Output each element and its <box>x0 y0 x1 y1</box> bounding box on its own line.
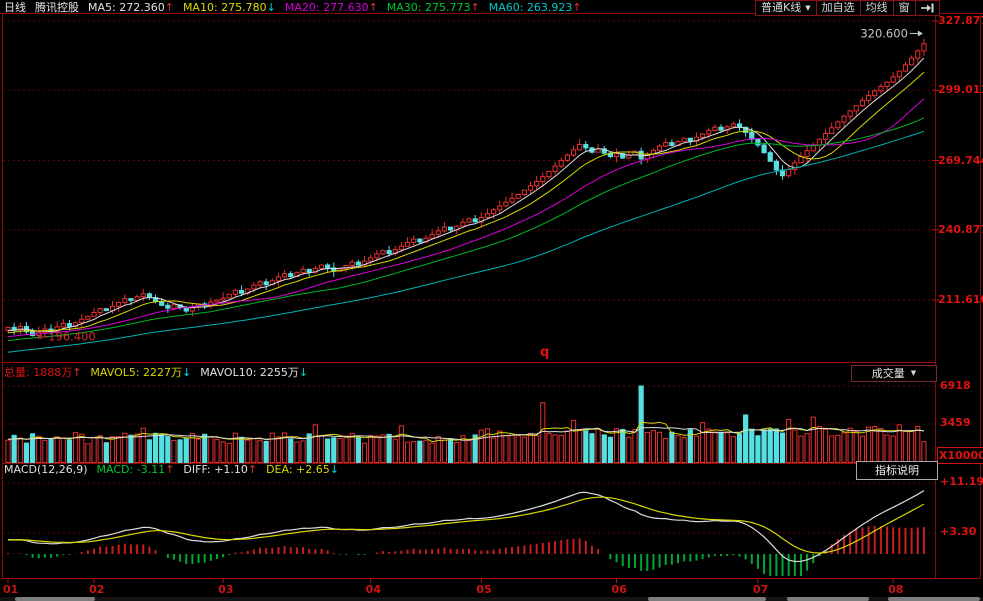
month-axis-label: 01 <box>3 583 19 596</box>
price-axis-label: 327.877 <box>938 14 983 27</box>
scrollbar-thumb[interactable] <box>648 597 766 601</box>
ma-legend-item: MA5: 272.360↑ <box>88 1 174 14</box>
volume-header: 总量: 1888万↑ MAVOL5: 2227万↓ MAVOL10: 2255万↓ <box>4 366 308 379</box>
price-axis-label: 240.877 <box>938 222 983 236</box>
chevron-down-icon: ▼ <box>910 369 917 377</box>
scrollbar-thumb[interactable] <box>15 597 95 601</box>
volume-dropdown-label: 成交量 <box>871 367 905 380</box>
month-axis-label: 05 <box>476 583 492 596</box>
ma-legend-item: MA30: 275.773↑ <box>386 1 480 14</box>
scrollbar-thumb[interactable] <box>888 597 980 601</box>
svg-text:320.600: 320.600 <box>860 26 908 40</box>
trend-arrow-icon: ↓ <box>266 1 276 14</box>
macd-axis-label: +3.30 <box>940 525 977 538</box>
svg-text:q: q <box>540 345 549 360</box>
add-watchlist-button[interactable]: 加自选 <box>815 0 861 16</box>
ma-settings-button[interactable]: 均线 <box>859 0 894 16</box>
top-toolbar: 普通K线 ▼ 加自选 均线 窗 <box>755 0 940 16</box>
volume-legend-item: MAVOL10: 2255万↓ <box>200 366 309 379</box>
svg-text:←196.400: ←196.400 <box>39 330 96 344</box>
macd-legend-item: DEA: +2.65↓ <box>266 463 339 476</box>
month-axis-label: 04 <box>365 583 381 596</box>
price-axis-label: 299.011 <box>938 83 983 97</box>
trend-arrow-icon: ↑ <box>247 463 258 476</box>
month-axis-label: 08 <box>888 583 904 596</box>
macd-legend-item: DIFF: +1.10↑ <box>183 463 258 476</box>
volume-axis-label: 6918 <box>940 379 971 392</box>
indicator-help-button[interactable]: 指标说明 <box>856 461 938 480</box>
kline-type-dropdown[interactable]: 普通K线 ▼ <box>755 0 817 16</box>
horizontal-scrollbar[interactable] <box>0 597 983 601</box>
price-axis-label: 269.744 <box>938 153 983 167</box>
volume-unit-box: X10000 <box>937 447 983 464</box>
volume-axis-label: 3459 <box>940 416 971 429</box>
ma-legend-item: MA10: 275.780↓ <box>182 1 276 14</box>
ma-legend-item: MA20: 277.630↑ <box>284 1 378 14</box>
trend-arrow-icon: ↑ <box>572 1 582 14</box>
volume-indicator-dropdown[interactable]: 成交量 ▼ <box>851 365 937 382</box>
trend-arrow-icon: ↑ <box>368 1 378 14</box>
kline-type-label: 普通K线 <box>761 1 802 14</box>
macd-header: MACD(12,26,9) MACD: -3.11↑ DIFF: +1.10↑ DE… <box>4 463 339 476</box>
volume-legend: 总量: 1888万↑ MAVOL5: 2227万↓ MAVOL10: 2255万↓ <box>4 366 308 379</box>
symbol-name: 腾讯控股 <box>35 1 79 14</box>
volume-legend-item: MAVOL5: 2227万↓ <box>90 366 192 379</box>
trend-arrow-icon: ↓ <box>182 366 192 379</box>
month-axis-label: 07 <box>752 583 769 596</box>
month-axis-label: 02 <box>89 583 105 596</box>
collapse-panel-button[interactable] <box>914 0 940 16</box>
trend-arrow-icon: ↓ <box>298 366 309 379</box>
price-axis-label: 211.610 <box>938 293 983 306</box>
volume-legend-item: 总量: 1888万↑ <box>4 366 82 379</box>
window-button[interactable]: 窗 <box>892 0 916 16</box>
scrollbar-thumb[interactable] <box>787 597 869 601</box>
ma-legend: MA5: 272.360↑ MA10: 275.780↓ MA20: 277.630… <box>88 1 582 14</box>
trend-arrow-icon: ↓ <box>329 463 339 476</box>
month-axis-label: 03 <box>218 583 234 596</box>
ma-legend-item: MA60: 263.923↑ <box>488 1 582 14</box>
macd-title: MACD(12,26,9) <box>4 463 88 476</box>
macd-axis-label: +11.19 <box>940 475 983 488</box>
top-info-bar: 日线 腾讯控股 MA5: 272.360↑ MA10: 275.780↓ MA20:… <box>4 1 582 14</box>
macd-legend-item: MACD: -3.11↑ <box>96 463 175 476</box>
trend-arrow-icon: ↑ <box>164 1 174 14</box>
arrow-to-bar-icon <box>920 3 934 13</box>
trend-arrow-icon: ↑ <box>470 1 480 14</box>
trend-arrow-icon: ↑ <box>72 366 82 379</box>
chevron-down-icon: ▼ <box>805 4 811 12</box>
period-label: 日线 <box>4 1 26 14</box>
macd-legend: MACD: -3.11↑ DIFF: +1.10↑ DEA: +2.65↓ <box>97 463 339 476</box>
trend-arrow-icon: ↑ <box>165 463 175 476</box>
month-axis-label: 06 <box>611 583 627 596</box>
